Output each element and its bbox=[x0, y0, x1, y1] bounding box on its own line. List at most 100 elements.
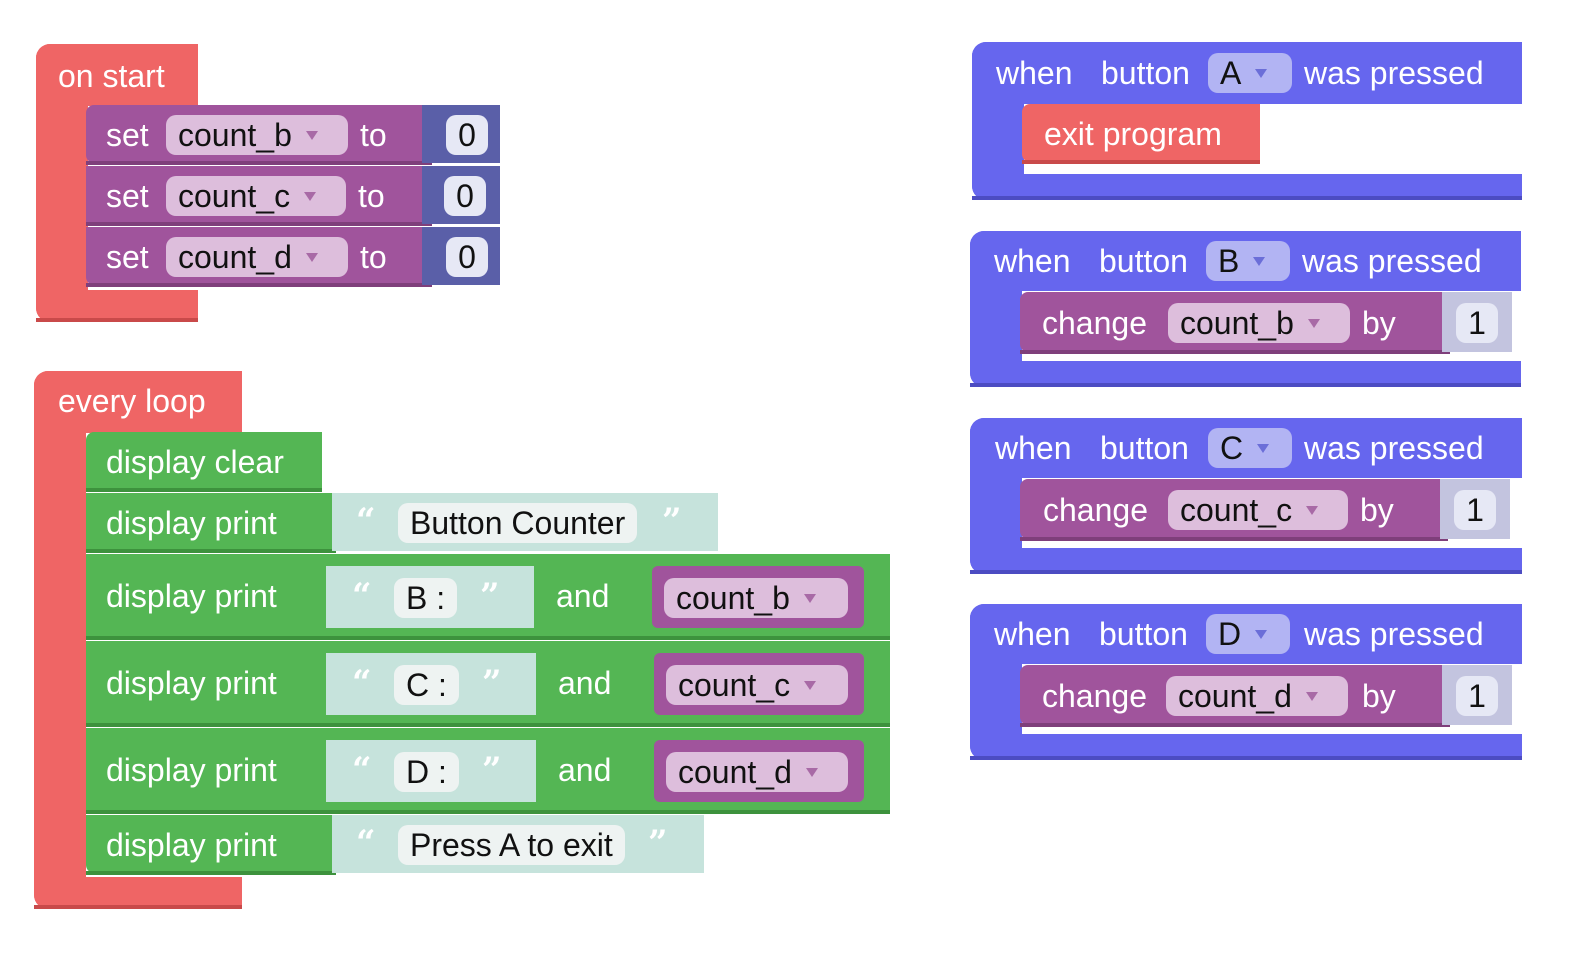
chevron-down-icon bbox=[1305, 692, 1318, 702]
number-input[interactable]: 1 bbox=[1456, 303, 1498, 343]
chevron-down-icon bbox=[1253, 257, 1266, 267]
change-keyword: change bbox=[1042, 678, 1147, 714]
variable-dropdown-count-c[interactable]: count_c bbox=[1168, 490, 1348, 530]
variable-dropdown-count-d[interactable]: count_d bbox=[666, 752, 848, 792]
when-button-a-block[interactable]: when button A was pressed bbox=[972, 42, 1522, 200]
button-label: button bbox=[1101, 55, 1190, 91]
was-pressed-label: was pressed bbox=[1304, 55, 1484, 91]
text-input[interactable]: C : bbox=[394, 665, 459, 705]
was-pressed-label: was pressed bbox=[1302, 243, 1482, 279]
variable-dropdown-count-b[interactable]: count_b bbox=[166, 115, 348, 155]
exit-program-label: exit program bbox=[1044, 116, 1222, 152]
open-quote-icon: “ bbox=[356, 501, 376, 541]
chevron-down-icon bbox=[305, 131, 318, 141]
chevron-down-icon bbox=[304, 192, 317, 202]
display-print-title-block[interactable]: display print “ Button Counter ” bbox=[86, 493, 718, 553]
close-quote-icon: ” bbox=[648, 823, 668, 863]
chevron-down-icon bbox=[805, 768, 818, 778]
close-quote-icon: ” bbox=[482, 663, 502, 703]
and-label: and bbox=[556, 578, 610, 614]
number-input[interactable]: 0 bbox=[446, 237, 488, 277]
display-print-label: display print bbox=[106, 665, 277, 701]
when-button-b-block[interactable]: when button B was pressed bbox=[970, 231, 1521, 387]
display-print-label: display print bbox=[106, 827, 277, 863]
number-input[interactable]: 1 bbox=[1454, 490, 1496, 530]
chevron-down-icon bbox=[1306, 506, 1319, 516]
set-keyword: set bbox=[106, 178, 149, 214]
text-input[interactable]: B : bbox=[394, 578, 458, 618]
button-label: button bbox=[1099, 616, 1188, 652]
was-pressed-label: was pressed bbox=[1304, 616, 1484, 652]
to-label: to bbox=[360, 117, 387, 153]
by-label: by bbox=[1362, 305, 1396, 341]
button-dropdown[interactable]: D bbox=[1206, 614, 1290, 654]
text-input[interactable]: D : bbox=[394, 752, 459, 792]
exit-program-block[interactable]: exit program bbox=[1022, 104, 1260, 164]
button-label: button bbox=[1100, 430, 1189, 466]
number-input[interactable]: 0 bbox=[446, 115, 488, 155]
when-button-c-block[interactable]: when button C was pressed bbox=[970, 418, 1522, 574]
number-input[interactable]: 1 bbox=[1456, 676, 1498, 716]
every-loop-label: every loop bbox=[58, 383, 206, 419]
and-label: and bbox=[558, 665, 612, 701]
open-quote-icon: “ bbox=[352, 750, 372, 790]
display-print-label: display print bbox=[106, 578, 277, 614]
display-clear-block[interactable]: display clear bbox=[86, 432, 322, 492]
chevron-down-icon bbox=[1255, 69, 1268, 79]
set-count-b-block[interactable]: set count_b to 0 bbox=[86, 105, 500, 165]
set-keyword: set bbox=[106, 117, 149, 153]
set-keyword: set bbox=[106, 239, 149, 275]
display-print-label: display print bbox=[106, 505, 277, 541]
number-input[interactable]: 0 bbox=[444, 176, 486, 216]
chevron-down-icon bbox=[1257, 444, 1270, 454]
variable-dropdown-count-d[interactable]: count_d bbox=[166, 237, 348, 277]
button-dropdown[interactable]: C bbox=[1208, 428, 1292, 468]
chevron-down-icon bbox=[803, 594, 816, 604]
text-input[interactable]: Button Counter bbox=[398, 503, 638, 543]
when-button-d-block[interactable]: when button D was pressed bbox=[970, 604, 1522, 760]
close-quote-icon: ” bbox=[482, 750, 502, 790]
when-label: when bbox=[996, 55, 1073, 91]
display-clear-label: display clear bbox=[106, 444, 284, 480]
display-print-b-block[interactable]: display print “ B : ” and count_b bbox=[86, 554, 890, 640]
display-print-label: display print bbox=[106, 752, 277, 788]
and-label: and bbox=[558, 752, 612, 788]
close-quote-icon: ” bbox=[662, 501, 682, 541]
set-count-d-block[interactable]: set count_d to 0 bbox=[86, 227, 500, 287]
variable-dropdown-count-d[interactable]: count_d bbox=[1166, 676, 1348, 716]
display-print-exit-block[interactable]: display print “ Press A to exit ” bbox=[86, 815, 704, 875]
chevron-down-icon bbox=[1255, 630, 1268, 640]
display-print-c-block[interactable]: display print “ C : ” and count_c bbox=[86, 641, 890, 727]
change-keyword: change bbox=[1042, 305, 1147, 341]
variable-dropdown-count-b[interactable]: count_b bbox=[1168, 303, 1350, 343]
was-pressed-label: was pressed bbox=[1304, 430, 1484, 466]
chevron-down-icon bbox=[1307, 319, 1320, 329]
open-quote-icon: “ bbox=[356, 823, 376, 863]
open-quote-icon: “ bbox=[352, 576, 372, 616]
when-label: when bbox=[994, 616, 1071, 652]
change-count-b-block[interactable]: change count_b by 1 bbox=[1020, 292, 1512, 354]
set-count-c-block[interactable]: set count_c to 0 bbox=[86, 166, 500, 226]
change-count-d-block[interactable]: change count_d by 1 bbox=[1020, 665, 1512, 727]
on-start-label: on start bbox=[58, 58, 165, 94]
button-label: button bbox=[1099, 243, 1188, 279]
by-label: by bbox=[1362, 678, 1396, 714]
change-count-c-block[interactable]: change count_c by 1 bbox=[1020, 479, 1510, 541]
to-label: to bbox=[358, 178, 385, 214]
variable-dropdown-count-c[interactable]: count_c bbox=[666, 665, 848, 705]
variable-dropdown-count-c[interactable]: count_c bbox=[166, 176, 346, 216]
button-dropdown[interactable]: A bbox=[1208, 53, 1292, 93]
display-print-d-block[interactable]: display print “ D : ” and count_d bbox=[86, 728, 890, 814]
every-loop-block[interactable]: every loop bbox=[34, 371, 242, 909]
variable-dropdown-count-b[interactable]: count_b bbox=[664, 578, 848, 618]
close-quote-icon: ” bbox=[480, 576, 500, 616]
when-label: when bbox=[994, 243, 1071, 279]
chevron-down-icon bbox=[804, 681, 817, 691]
on-start-block[interactable]: on start bbox=[36, 44, 198, 322]
text-input[interactable]: Press A to exit bbox=[398, 825, 625, 865]
chevron-down-icon bbox=[305, 253, 318, 263]
button-dropdown[interactable]: B bbox=[1206, 241, 1290, 281]
open-quote-icon: “ bbox=[352, 663, 372, 703]
by-label: by bbox=[1360, 492, 1394, 528]
to-label: to bbox=[360, 239, 387, 275]
